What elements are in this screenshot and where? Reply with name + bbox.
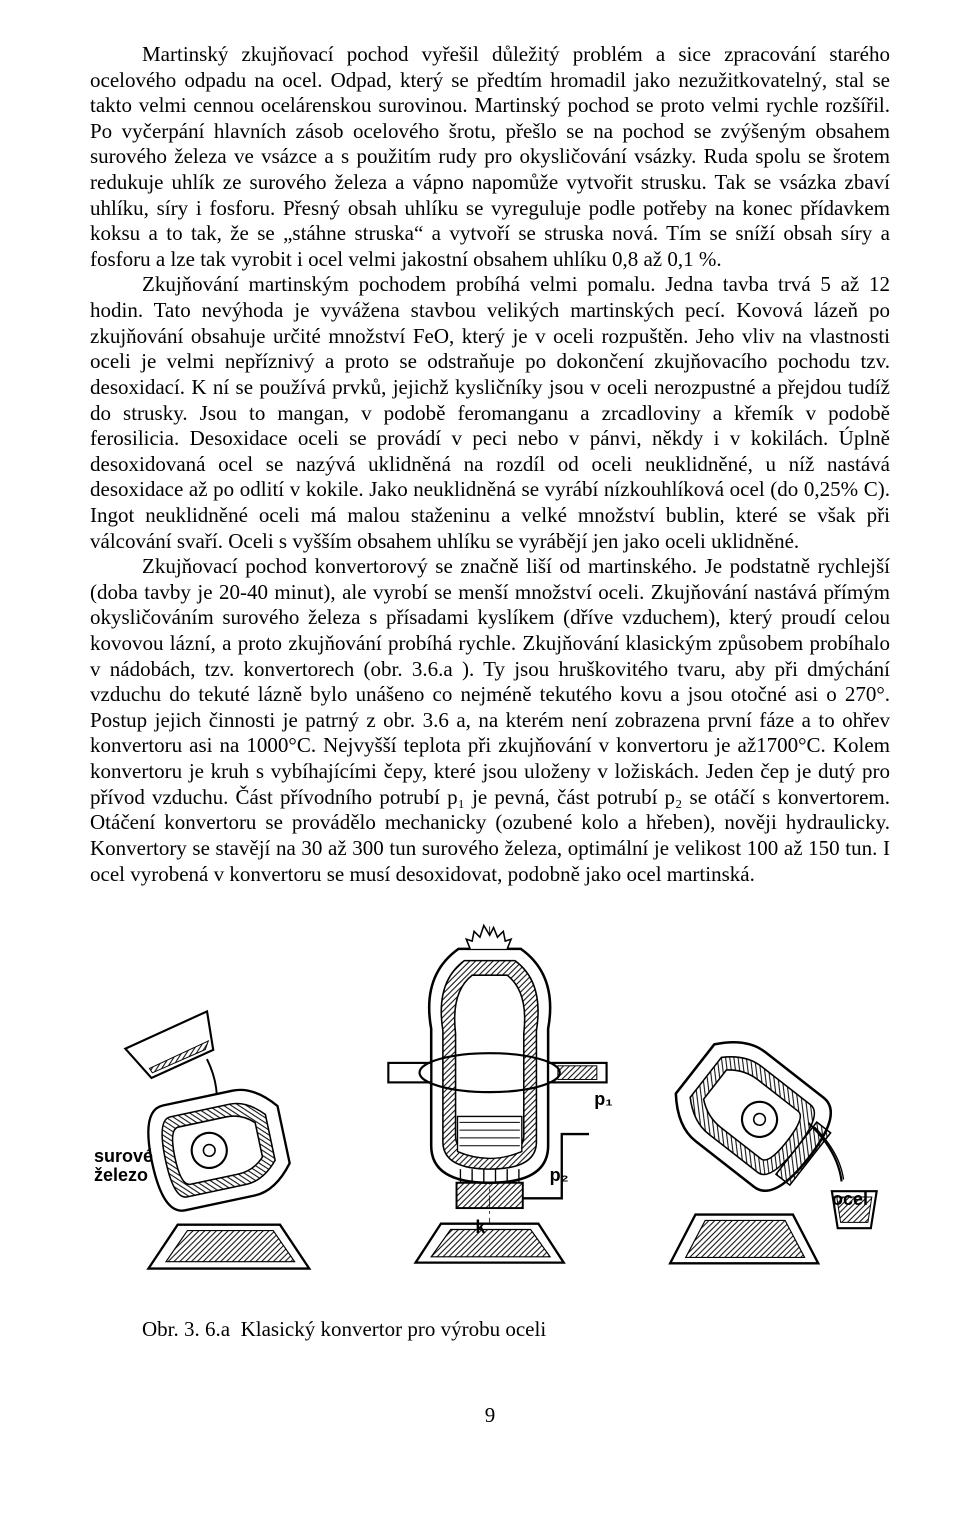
converter-filling-svg xyxy=(90,997,343,1277)
label-p2: p₂ xyxy=(550,1165,569,1187)
label-p1: p₁ xyxy=(594,1089,612,1111)
figure-3-6-a: surové železo xyxy=(90,917,890,1277)
figure-caption: Obr. 3. 6.a Klasický konvertor pro výrob… xyxy=(90,1317,890,1343)
label-surove-zelezo: surové železo xyxy=(94,1147,153,1185)
converter-pouring-svg xyxy=(637,967,890,1277)
page-number: 9 xyxy=(90,1403,890,1429)
paragraph-1: Martinský zkujňovací pochod vyřešil důle… xyxy=(90,42,890,272)
caption-text: Klasický konvertor pro výrobu oceli xyxy=(241,1317,547,1341)
caption-number: Obr. 3. 6.a xyxy=(142,1317,241,1341)
page: Martinský zkujňovací pochod vyřešil důle… xyxy=(0,0,960,1478)
paragraph-2: Zkujňování martinským pochodem probíhá v… xyxy=(90,272,890,554)
paragraph-3: Zkujňovací pochod konvertorový se značně… xyxy=(90,554,890,887)
converter-blowing: p₁ p₂ k xyxy=(363,917,616,1277)
converter-pouring: ocel xyxy=(637,967,890,1277)
label-ocel: ocel xyxy=(832,1189,868,1211)
converter-filling: surové železo xyxy=(90,997,343,1277)
converter-blowing-svg xyxy=(363,917,616,1277)
label-k: k xyxy=(475,1217,485,1239)
